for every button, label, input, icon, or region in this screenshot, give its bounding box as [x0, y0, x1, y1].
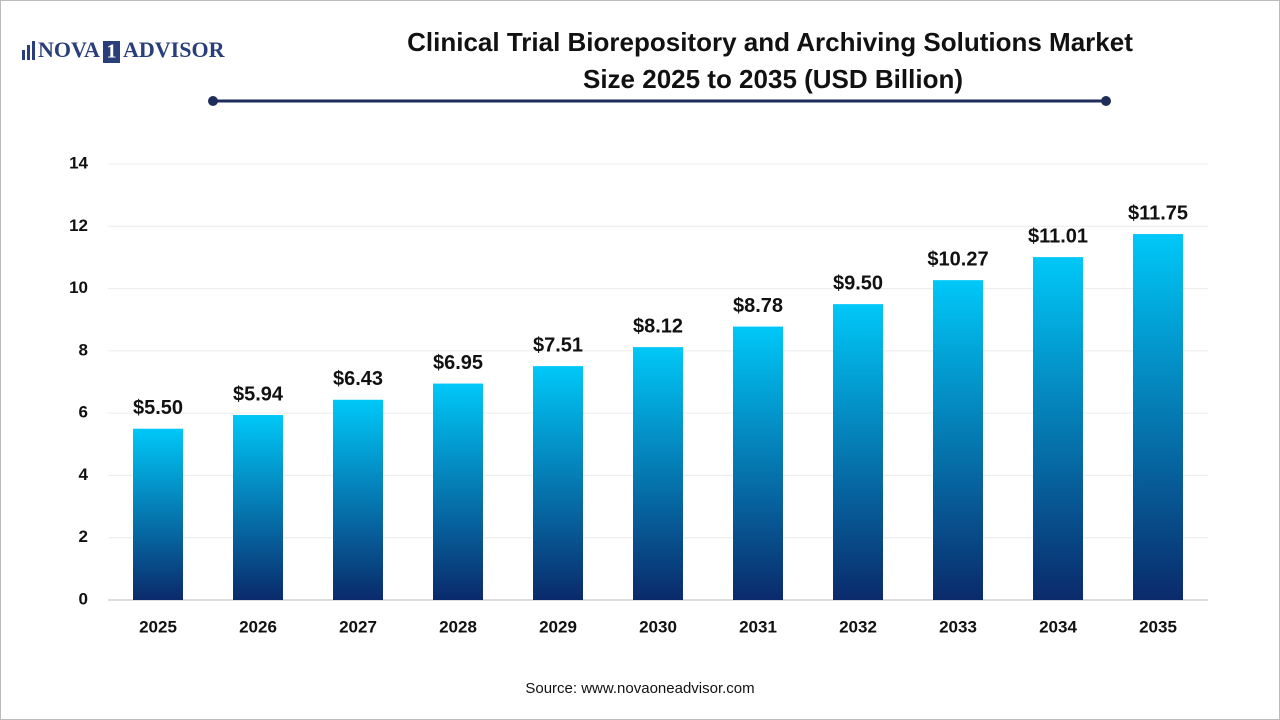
x-tick-label: 2028: [439, 617, 477, 636]
x-tick-label: 2030: [639, 617, 677, 636]
value-label: $5.94: [233, 383, 284, 405]
bar: [933, 280, 983, 600]
x-tick-label: 2026: [239, 617, 277, 636]
bar: [733, 326, 783, 600]
logo-left: NOVA: [38, 37, 100, 62]
y-tick-label: 0: [79, 589, 88, 608]
x-tick-label: 2035: [1139, 617, 1177, 636]
bar: [1133, 234, 1183, 601]
y-tick-label: 6: [79, 403, 88, 422]
bar: [533, 366, 583, 600]
logo: NOVA 1 ADVISOR: [22, 37, 226, 63]
y-tick-label: 4: [79, 465, 89, 484]
logo-mark: 1: [107, 41, 117, 63]
rule-dot: [208, 96, 218, 106]
value-label: $11.01: [1028, 225, 1088, 247]
value-label: $6.95: [433, 352, 483, 374]
chart-title: Size 2025 to 2035 (USD Billion): [583, 64, 963, 94]
y-tick-label: 2: [79, 527, 88, 546]
x-tick-label: 2029: [539, 617, 577, 636]
value-label: $11.75: [1128, 202, 1188, 224]
x-tick-label: 2027: [339, 617, 377, 636]
y-tick-label: 12: [69, 216, 88, 235]
value-label: $8.78: [733, 295, 783, 317]
rule-dot: [1101, 96, 1111, 106]
bar: [233, 415, 283, 600]
value-label: $8.12: [633, 315, 683, 337]
bar: [833, 304, 883, 600]
y-tick-label: 10: [69, 278, 88, 297]
x-tick-label: 2031: [739, 617, 777, 636]
bar: [333, 399, 383, 600]
value-label: $9.50: [833, 272, 883, 294]
x-tick-label: 2025: [139, 617, 177, 636]
y-tick-label: 8: [79, 340, 88, 359]
source: Source: www.novaoneadvisor.com: [525, 680, 754, 697]
bar: [1033, 257, 1083, 600]
value-label: $5.50: [133, 397, 183, 419]
bar: [633, 347, 683, 600]
value-label: $6.43: [333, 368, 383, 390]
value-label: $10.27: [927, 248, 988, 270]
x-tick-label: 2034: [1039, 617, 1077, 636]
x-tick-label: 2033: [939, 617, 977, 636]
x-tick-label: 2032: [839, 617, 877, 636]
bar: [133, 428, 183, 600]
logo-right: ADVISOR: [123, 37, 226, 62]
bar: [433, 383, 483, 600]
chart-title: Clinical Trial Biorepository and Archivi…: [407, 27, 1133, 57]
value-label: $7.51: [533, 334, 583, 356]
y-tick-label: 14: [69, 153, 88, 172]
